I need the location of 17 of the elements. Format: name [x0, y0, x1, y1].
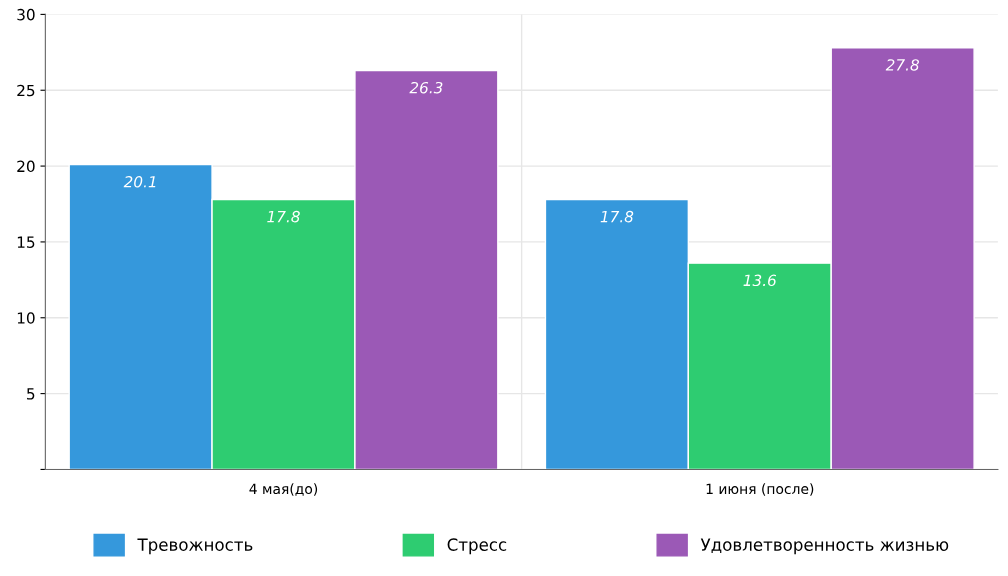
legend-label: Тревожность: [137, 538, 253, 555]
data-label: 20.1: [123, 175, 156, 188]
legend-label: Стресс: [447, 538, 507, 555]
y-tick-label: 20: [17, 160, 35, 173]
y-tick-label: 15: [17, 236, 35, 248]
y-tick-label: 25: [17, 84, 35, 97]
x-tick-label: 1 июня (после): [706, 483, 814, 496]
x-tick-label: 4 мая(до): [249, 483, 318, 496]
data-label: 13.6: [743, 274, 777, 287]
legend-label: Удовлетворенность жизнью: [700, 538, 949, 555]
data-label: 17.8: [600, 210, 634, 223]
data-label: 26.3: [409, 81, 443, 94]
data-label: 27.8: [885, 59, 920, 71]
data-label: 17.8: [267, 210, 300, 223]
y-tick-label: 30: [17, 8, 35, 21]
y-tick-label: 5: [27, 388, 35, 400]
y-tick-label: 10: [17, 312, 35, 324]
